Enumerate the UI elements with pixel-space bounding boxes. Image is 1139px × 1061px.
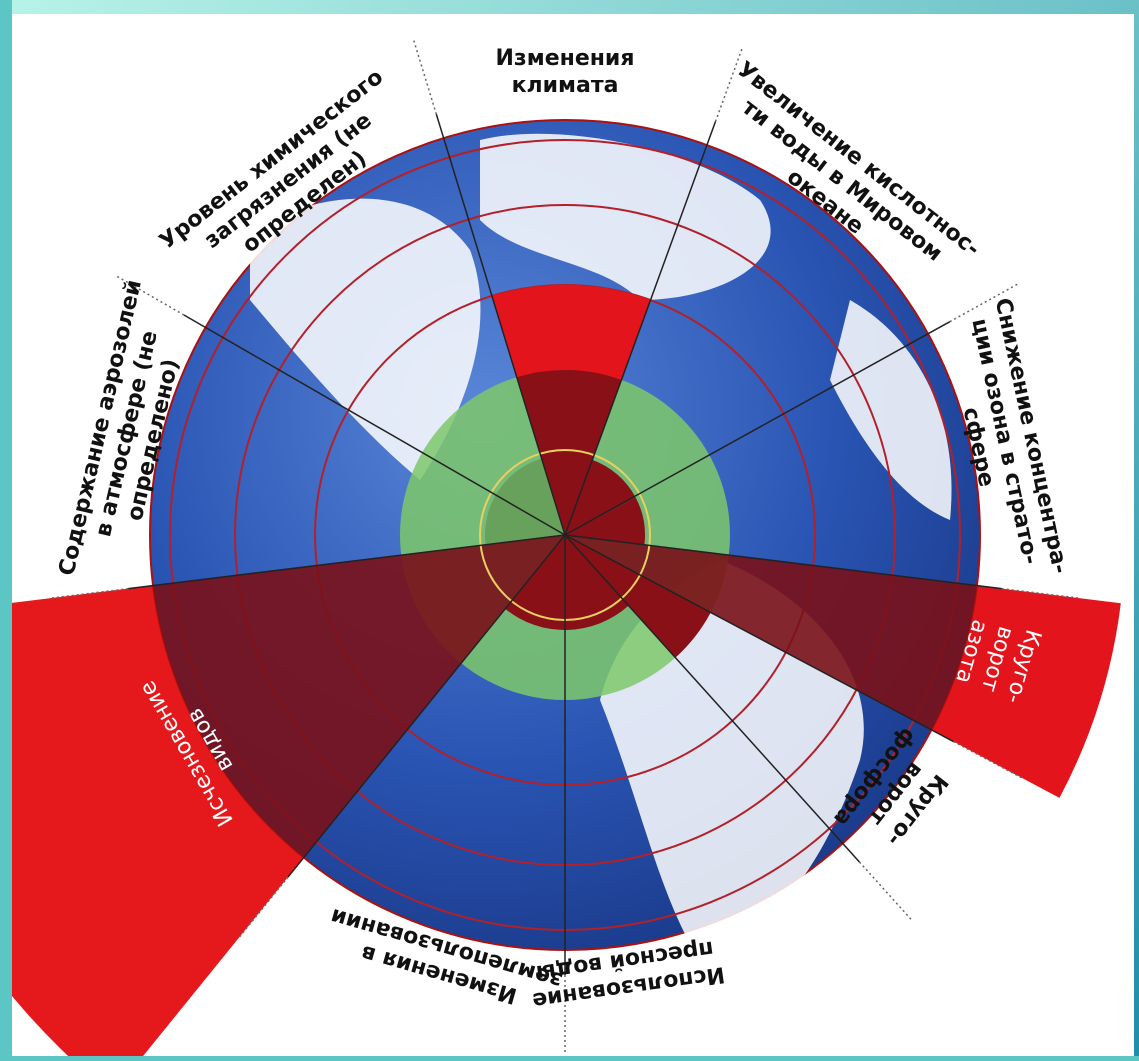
divider-dotted	[114, 274, 185, 316]
continent	[480, 133, 771, 300]
continent	[830, 300, 952, 520]
divider	[564, 534, 1002, 590]
wedge	[565, 535, 977, 730]
divider-dotted	[48, 587, 129, 600]
wedge	[565, 459, 636, 535]
divider	[183, 314, 566, 536]
wedge	[153, 535, 565, 858]
frame-edge	[0, 1056, 1139, 1061]
divider-dotted	[1001, 587, 1082, 600]
divider-dotted	[237, 876, 289, 940]
divider	[564, 321, 951, 536]
frame-edge	[0, 0, 12, 1061]
divider	[564, 534, 860, 863]
divider-dotted	[858, 861, 914, 922]
label: Изменения	[496, 46, 635, 71]
divider	[128, 534, 566, 590]
divider-dotted	[953, 740, 1025, 780]
wedge	[505, 535, 629, 630]
continent	[250, 198, 481, 480]
divider-dotted	[714, 46, 744, 122]
divider	[564, 534, 954, 743]
label: климата	[512, 73, 619, 98]
wedge	[565, 497, 645, 545]
divider	[435, 114, 566, 536]
divider	[287, 534, 566, 878]
divider	[564, 121, 717, 536]
wedge	[565, 535, 711, 658]
divider-dotted	[412, 37, 438, 115]
wedge	[516, 369, 622, 535]
divider-dotted	[949, 282, 1021, 323]
